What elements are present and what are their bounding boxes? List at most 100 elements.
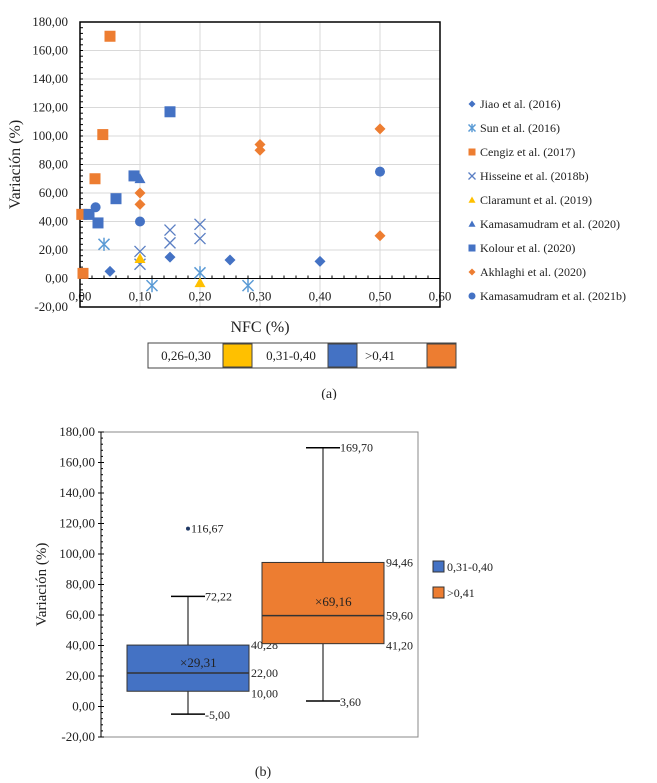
data-point	[194, 218, 206, 231]
data-point	[374, 123, 386, 135]
data-point	[164, 251, 176, 263]
data-point	[134, 245, 146, 258]
series-0	[104, 251, 326, 277]
data-point	[254, 139, 266, 151]
data-point	[104, 265, 116, 277]
y-tick-label: 120,00	[32, 100, 68, 115]
legend-label: Cengiz et al. (2017)	[480, 145, 575, 159]
legend-label: 0,31-0,40	[447, 560, 493, 574]
data-point	[194, 277, 206, 288]
y-axis-title: Variación (%)	[7, 120, 24, 209]
data-point	[241, 279, 255, 293]
series-6	[83, 106, 176, 229]
data-point	[164, 106, 176, 118]
y-tick-label: 120,00	[59, 516, 95, 531]
legend-label: Sun et al. (2016)	[480, 121, 560, 135]
q3-label: 94,46	[386, 555, 413, 569]
y-tick-label: 40,00	[39, 214, 68, 229]
series-3	[134, 218, 206, 271]
box-iqr	[261, 561, 385, 645]
data-point	[194, 232, 206, 245]
legend-label: Jiao et al. (2016)	[480, 97, 561, 111]
y-tick-label: 0,00	[72, 699, 95, 714]
y-tick-label: 180,00	[59, 424, 95, 439]
data-point	[97, 129, 109, 141]
y-tick-label: -20,00	[34, 299, 68, 314]
data-point	[164, 236, 176, 249]
data-point	[193, 266, 207, 280]
data-point	[164, 224, 176, 237]
x-stroke	[164, 236, 176, 249]
legend-marker	[468, 148, 476, 156]
color-legend-label: 0,31-0,40	[266, 348, 316, 363]
legend-swatch	[432, 560, 445, 573]
caption-b: (b)	[255, 765, 272, 780]
legend-label: Claramunt et al. (2019)	[480, 193, 592, 207]
data-point	[134, 253, 146, 263]
y-tick-label: 180,00	[32, 14, 68, 29]
data-point	[134, 198, 146, 210]
x-stroke	[468, 172, 476, 180]
legend-marker	[468, 244, 476, 252]
data-point	[135, 216, 145, 227]
mean-marker: ×29,31	[180, 655, 217, 670]
y-tick-label: 80,00	[39, 157, 68, 172]
color-legend-swatch	[426, 343, 457, 368]
x-stroke	[194, 218, 206, 231]
y-tick-label: 80,00	[66, 577, 95, 592]
y-tick-label: 100,00	[32, 128, 68, 143]
y-tick-label: 140,00	[32, 71, 68, 86]
x-stroke	[164, 224, 176, 237]
data-point	[314, 255, 326, 267]
y-tick-label: 160,00	[59, 455, 95, 470]
series-1	[97, 237, 255, 293]
data-point	[77, 267, 89, 279]
data-point	[375, 166, 385, 177]
legend-label: Kamasamudram et al. (2020)	[480, 217, 620, 231]
color-legend-label: >0,41	[365, 348, 395, 363]
data-point	[90, 202, 101, 213]
y-tick-label: 0,00	[45, 271, 68, 286]
data-point	[134, 187, 146, 199]
color-legend: 0,26-0,30 0,31-0,40 >0,41	[147, 342, 457, 369]
data-point	[89, 173, 101, 185]
data-point	[76, 208, 88, 220]
y-tick-label: -20,00	[61, 729, 95, 744]
median-label: 59,60	[386, 609, 413, 623]
y-tick-label: 40,00	[66, 638, 95, 653]
legend-label: Hisseine et al. (2018b)	[480, 169, 589, 183]
outlier-point	[186, 526, 190, 531]
x-axis-title: NFC (%)	[230, 319, 289, 336]
max-label: 169,70	[340, 441, 373, 455]
data-point	[128, 170, 140, 182]
min-label: -5,00	[205, 708, 230, 722]
data-point	[145, 279, 159, 293]
outlier-label: 116,67	[191, 522, 224, 536]
box-iqr	[126, 644, 250, 692]
x-stroke	[134, 245, 146, 258]
x-tick-label: 0,30	[249, 289, 272, 304]
y-tick-label: 140,00	[59, 485, 95, 500]
legend-label: Kolour et al. (2020)	[480, 241, 575, 255]
series-8	[90, 166, 385, 227]
q1-label: 41,20	[386, 639, 413, 653]
data-point	[92, 217, 104, 229]
median-label: 22,00	[251, 666, 278, 680]
series-2	[76, 30, 116, 279]
y-tick-label: 100,00	[59, 546, 95, 561]
y-tick-label: 20,00	[66, 668, 95, 683]
y-tick-label: 160,00	[32, 43, 68, 58]
legend-label: Akhlaghi et al. (2020)	[480, 265, 586, 279]
legend-marker	[468, 196, 476, 203]
legend-marker	[468, 100, 476, 108]
data-point	[374, 230, 386, 242]
y-tick-label: 60,00	[66, 607, 95, 622]
data-point	[97, 237, 111, 251]
min-label: 3,60	[340, 695, 361, 709]
x-tick-label: 0,20	[189, 289, 212, 304]
y-tick-label: 20,00	[39, 242, 68, 257]
data-point	[110, 193, 122, 205]
mean-marker: ×69,16	[315, 594, 352, 609]
